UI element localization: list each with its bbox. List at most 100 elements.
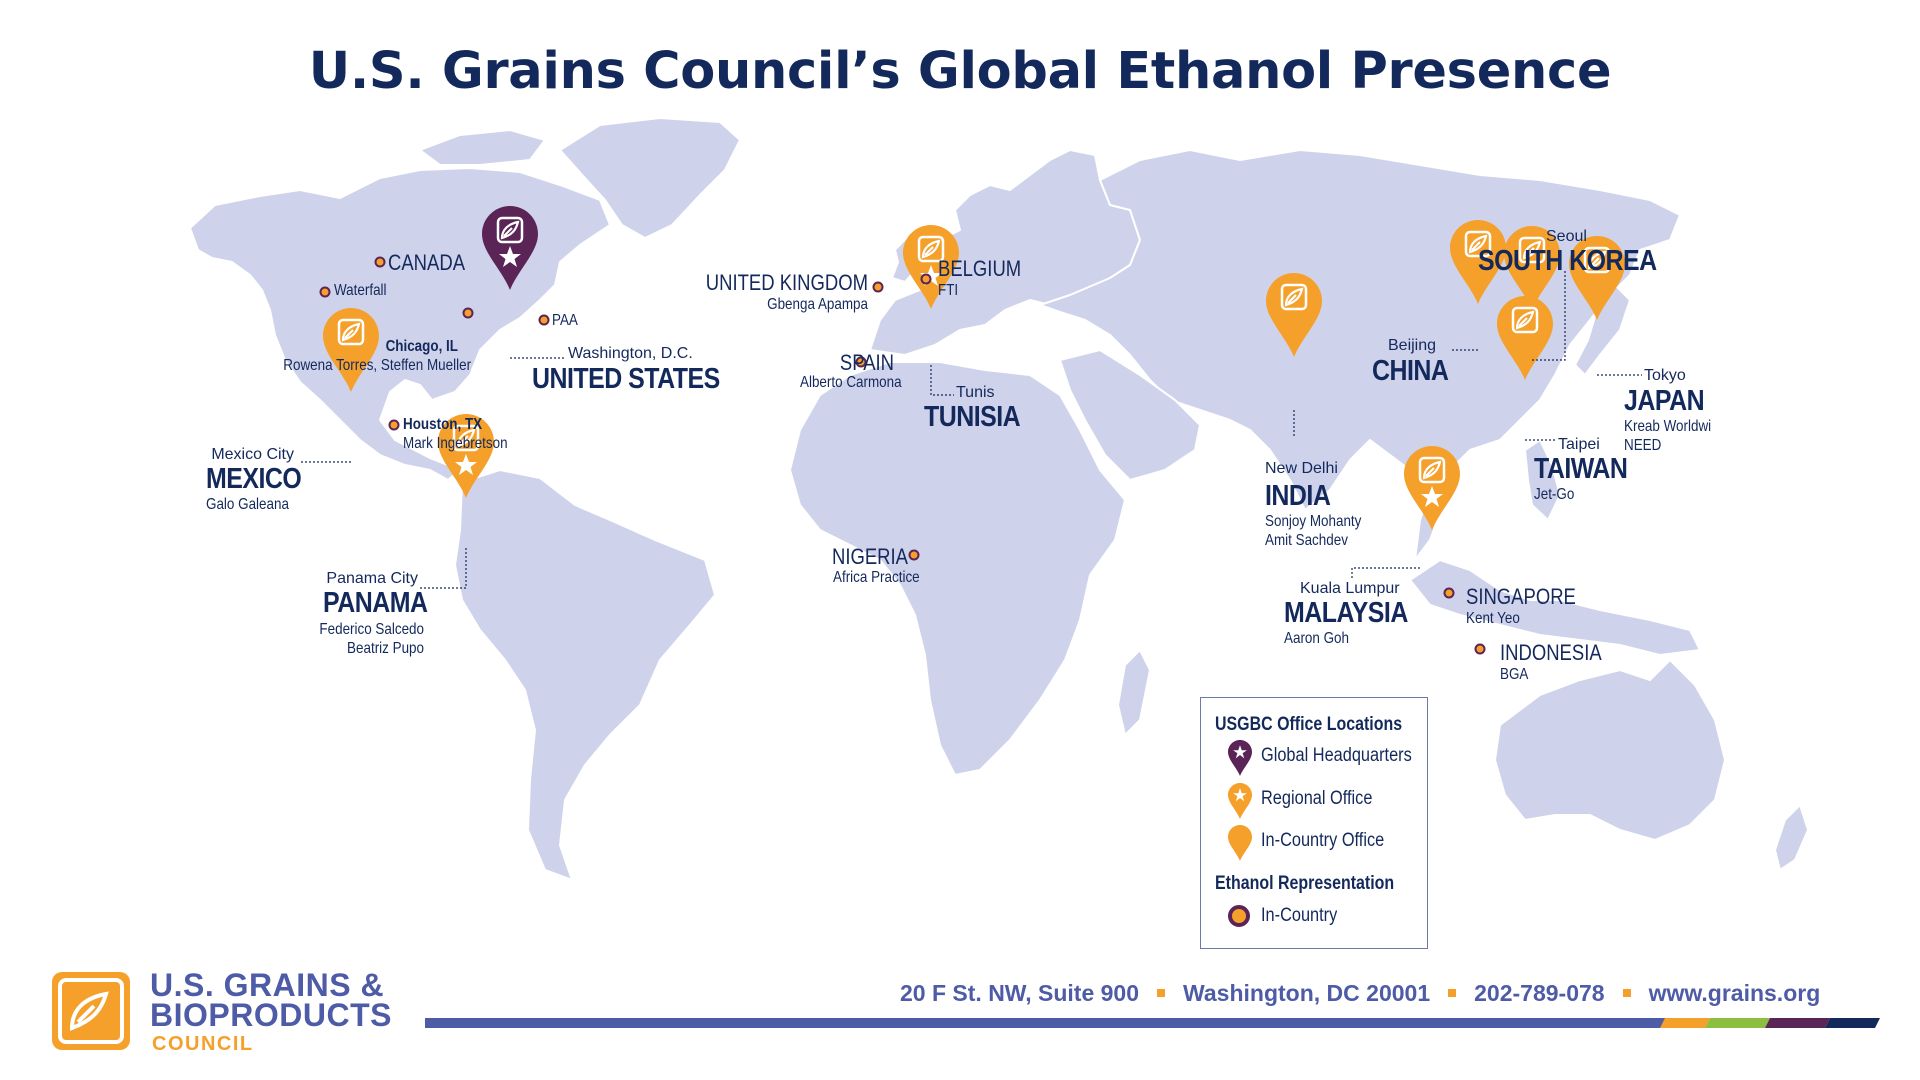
label-canada: CANADA [388,250,480,276]
label-chicago: Chicago, IL Rowena Torres, Steffen Muell… [250,338,471,376]
regional-pin-tunis[interactable] [903,225,959,309]
country-name: CANADA [388,250,466,275]
leaf-icon [456,428,476,448]
people-names: Sonjoy Mohanty [1265,513,1362,531]
dot-houston[interactable] [388,419,400,431]
label-taiwan: TAIWAN Jet-Go [1534,452,1643,505]
label-tunis: Tunis [956,384,995,403]
dot-indonesia[interactable] [1474,643,1486,655]
logo-line-1: U.S. GRAINS & [150,967,385,1003]
leaf-icon [337,318,365,346]
star-icon [1421,486,1443,507]
people-names: Alberto Carmona [800,374,902,391]
people-names: Kent Yeo [1466,609,1520,627]
dot-spain[interactable] [855,356,867,368]
city-name: Tunis [956,384,995,401]
label-japan: JAPAN Kreab Worldwi NEED [1624,384,1728,456]
footer-contact: 20 F St. NW, Suite 900 Washington, DC 200… [900,980,1880,1007]
hq-pin-washington[interactable] [482,206,538,290]
leaf-icon [921,239,941,259]
regional-pin-icon [1228,783,1252,819]
council-logo-icon [52,972,130,1050]
incountry-pin-mexico[interactable] [323,308,379,392]
landmass-arabia [1059,349,1201,481]
incountry-pin-icon [1228,825,1252,861]
people-names: FTI [938,281,959,299]
country-name: CHINA [1372,355,1449,387]
dot-belgium[interactable] [920,273,932,285]
leaf-icon [496,216,524,244]
ethanol-dots [319,256,1486,655]
country-name: INDONESIA [1500,640,1602,665]
landmass-greenland [559,117,741,239]
people-names: Africa Practice [833,569,920,586]
city-name: Chicago, IL [385,338,458,355]
footer-city: Washington, DC 20001 [1183,980,1431,1006]
incountry-pin-beijing[interactable] [1450,220,1506,304]
dot-canada[interactable] [374,256,386,268]
logo-line-2: BIOPRODUCTS [150,997,392,1033]
continents [189,117,1809,881]
regional-pin-panama[interactable] [438,414,494,498]
leaf-icon [1522,240,1542,260]
country-name: MALAYSIA [1284,597,1408,629]
label-beijing: Beijing [1388,337,1436,356]
legend-hq: Global Headquarters [1261,745,1412,766]
incountry-pin-tokyo[interactable] [1569,236,1625,320]
leaf-icon [1422,460,1442,480]
star-icon [455,454,477,475]
country-name: SOUTH KOREA [1478,245,1657,277]
pin-body [1504,226,1560,310]
logo-wordmark: U.S. GRAINS & BIOPRODUCTS [150,967,392,1033]
label-taipei: Taipei [1558,436,1600,455]
star-icon [499,246,521,267]
incountry-pin-new-delhi[interactable] [1266,273,1322,357]
country-name: NIGERIA [832,544,908,569]
label-us-country: UNITED STATES [532,362,750,396]
city-name: Tokyo [1644,367,1686,384]
leader-panama [420,548,467,589]
page-title: U.S. Grains Council’s Global Ethanol Pre… [308,42,1612,101]
leaf-icon [500,220,520,240]
landmass-arctic-islands [419,129,546,166]
incountry-pin-seoul[interactable] [1504,226,1560,310]
people-names: Aaron Goh [1284,630,1350,648]
city-name: Beijing [1388,337,1437,354]
landmass-south-america [454,469,716,881]
pin-body [1569,236,1625,320]
dot-paa[interactable] [538,314,550,326]
people-names: NEED [1624,437,1662,455]
country-name: TUNISIA [924,401,1021,433]
separator-dot [1622,988,1631,997]
regional-pin-kuala-lumpur[interactable] [1404,446,1460,530]
label-tokyo: Tokyo [1644,367,1686,386]
people-names: BGA [1500,665,1529,683]
footer-website[interactable]: www.grains.org [1648,980,1821,1006]
label-tunisia: TUNISIA [924,400,1036,434]
dot-nigeria[interactable] [908,549,920,561]
footer-address: 20 F St. NW, Suite 900 [900,980,1140,1006]
label-mexico: Mexico City [150,446,294,465]
landmass-indonesia [1409,559,1701,656]
leader-lines [300,270,1642,589]
leader-seoul [1532,270,1566,361]
landmass-australia [1494,659,1726,841]
country-name: JAPAN [1624,385,1705,417]
label-panama: Panama City [250,570,418,589]
people-names: Kreab Worldwi [1624,418,1712,436]
leaf-icon [1468,234,1488,254]
incountry-pin-taipei[interactable] [1497,296,1553,380]
people-names: Galo Galeana [206,496,289,514]
dot-uk[interactable] [872,281,884,293]
label-kuala-lumpur: Kuala Lumpur [1300,580,1400,599]
dot-waterfall[interactable] [319,286,331,298]
logo-line-3: COUNCIL [152,1033,254,1055]
org-name: PAA [552,312,578,329]
dot-chicago[interactable] [462,307,474,319]
leaf-icon [917,235,945,263]
country-name: UNITED KINGDOM [705,270,868,295]
people-names: Federico Salcedo [319,621,424,638]
people-names: Beatriz Pupo [347,639,424,657]
dot-singapore[interactable] [1443,587,1455,599]
landmass-madagascar [1117,649,1151,736]
